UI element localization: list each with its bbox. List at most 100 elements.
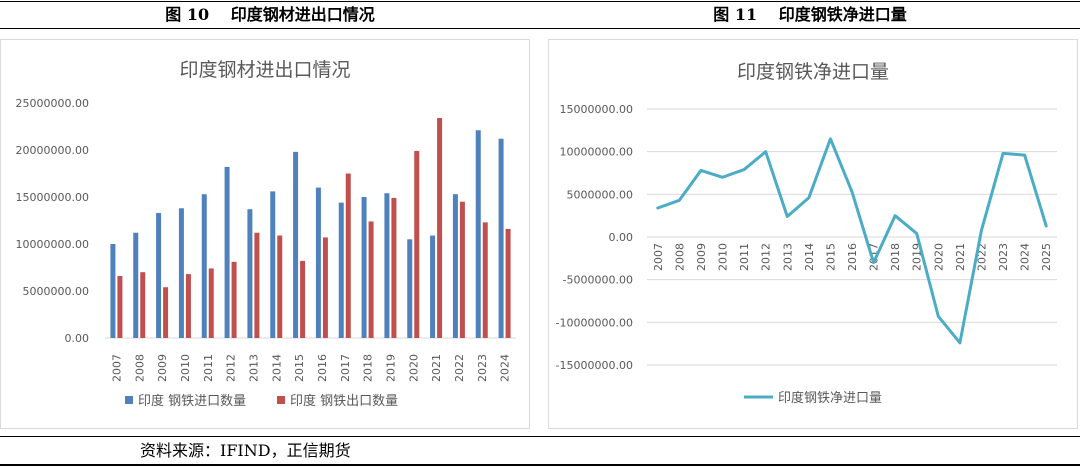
y-tick-label: 15000000.00	[16, 191, 89, 204]
x-tick-label: 2019	[384, 354, 397, 382]
import-bar	[156, 212, 162, 338]
x-tick-label: 2007	[110, 354, 123, 382]
x-tick-label: 2012	[225, 354, 238, 382]
x-tick-label: 2015	[824, 243, 837, 271]
export-bar	[414, 150, 420, 338]
export-bar	[368, 221, 374, 338]
import-bar	[361, 197, 367, 338]
x-tick-label: 2011	[738, 243, 751, 271]
y-tick-label: 25000000.00	[16, 97, 89, 110]
net-import-line-chart: 印度钢铁净进口量 -15000000.00 -10000000.00 -5000000…	[556, 61, 1057, 406]
import-bar	[270, 191, 276, 338]
import-bar	[498, 138, 504, 338]
export-bar	[345, 173, 351, 338]
legend-label: 印度 钢铁进口数量	[138, 393, 246, 409]
import-bar	[475, 130, 481, 338]
x-tick-label: 2010	[717, 243, 730, 271]
legend-swatch	[277, 396, 285, 404]
export-bar	[185, 274, 191, 338]
y-tick-label: 0.00	[65, 332, 90, 345]
x-tick-label: 2008	[673, 243, 686, 271]
y-tick-label: -10000000.00	[556, 316, 633, 329]
x-tick-label: 2011	[202, 354, 215, 382]
chart-title: 印度钢铁净进口量	[737, 61, 889, 83]
legend-label: 印度 钢铁出口数量	[290, 393, 398, 409]
export-bar	[459, 201, 465, 338]
x-tick-label: 2014	[803, 243, 816, 271]
x-tick-label: 2014	[270, 354, 283, 382]
y-tick-label: 15000000.00	[560, 103, 633, 116]
x-tick-label: 2008	[133, 354, 146, 382]
x-tick-label: 2007	[652, 243, 665, 271]
x-tick-label: 2012	[760, 243, 773, 271]
x-tick-label: 2015	[293, 354, 306, 382]
import-bar	[224, 166, 230, 338]
net-import-chart-panel: 印度钢铁净进口量 -15000000.00 -10000000.00 -5000000…	[548, 39, 1078, 429]
figure-10-title: 图 10 印度钢材进出口情况	[165, 5, 375, 24]
export-bar	[300, 260, 306, 338]
export-bar	[117, 275, 123, 338]
x-tick-label: 2016	[316, 354, 329, 382]
y-tick-label: 10000000.00	[16, 238, 89, 251]
x-tick-label: 2010	[179, 354, 192, 382]
x-tick-label: 2024	[499, 354, 512, 382]
import-bar	[178, 208, 184, 338]
y-tick-label: 10000000.00	[560, 146, 633, 159]
import-bar	[201, 194, 207, 338]
import-bar	[384, 193, 390, 338]
export-bar	[231, 261, 237, 338]
import-bar	[430, 235, 436, 338]
figure-11-title: 图 11 印度钢铁净进口量	[713, 5, 907, 24]
x-tick-label: 2023	[476, 354, 489, 382]
legend-swatch	[125, 396, 133, 404]
import-bar	[407, 239, 413, 338]
x-tick-label: 2017	[339, 354, 352, 382]
x-tick-label: 2021	[954, 243, 967, 271]
chart-title: 印度钢材进出口情况	[179, 59, 350, 81]
export-bar	[208, 268, 214, 338]
source-note: 资料来源：IFIND，正信期货	[140, 441, 351, 460]
source-top-rule	[0, 436, 1080, 437]
export-bar	[163, 287, 169, 338]
x-tick-label: 2020	[932, 243, 945, 271]
export-bar	[254, 232, 260, 338]
import-bar	[133, 232, 139, 338]
x-tick-label: 2016	[846, 243, 859, 271]
y-tick-label: 5000000.00	[23, 285, 89, 298]
x-tick-label: 2009	[695, 243, 708, 271]
x-tick-label: 2020	[407, 354, 420, 382]
import-bar	[338, 202, 344, 338]
steel-trade-chart-panel: 印度钢材进出口情况 0.00 5000000.00 10000000.00 150000…	[0, 39, 530, 429]
x-tick-label: 2022	[453, 354, 466, 382]
export-bar	[482, 222, 488, 338]
header-rule	[0, 28, 1080, 29]
import-bar	[247, 209, 253, 338]
y-tick-label: -15000000.00	[556, 359, 633, 372]
net-import-series-line	[656, 137, 1048, 345]
x-tick-label: 2018	[362, 354, 375, 382]
import-bar	[315, 187, 321, 338]
legend-label: 印度钢铁净进口量	[778, 390, 882, 406]
export-bar	[437, 118, 443, 338]
import-bar	[293, 151, 299, 338]
top-rule	[0, 1, 1080, 2]
x-tick-label: 2013	[247, 354, 260, 382]
export-bar	[140, 272, 146, 338]
export-bar	[391, 197, 397, 338]
export-bar	[322, 237, 328, 338]
x-tick-label: 2013	[781, 243, 794, 271]
import-bar	[452, 194, 458, 338]
x-tick-label: 2021	[430, 354, 443, 382]
x-tick-label: 2024	[1019, 243, 1032, 271]
y-tick-label: -5000000.00	[563, 274, 633, 287]
y-tick-label: 20000000.00	[16, 144, 89, 157]
bottom-rule	[0, 464, 1080, 466]
y-tick-label: 0.00	[609, 231, 634, 244]
import-bar	[110, 244, 116, 338]
x-tick-label: 2023	[997, 243, 1010, 271]
y-tick-label: 5000000.00	[567, 188, 633, 201]
x-tick-label: 2025	[1040, 243, 1053, 271]
x-tick-label: 2018	[889, 243, 902, 271]
export-bar	[505, 228, 511, 338]
export-bar	[277, 235, 283, 338]
